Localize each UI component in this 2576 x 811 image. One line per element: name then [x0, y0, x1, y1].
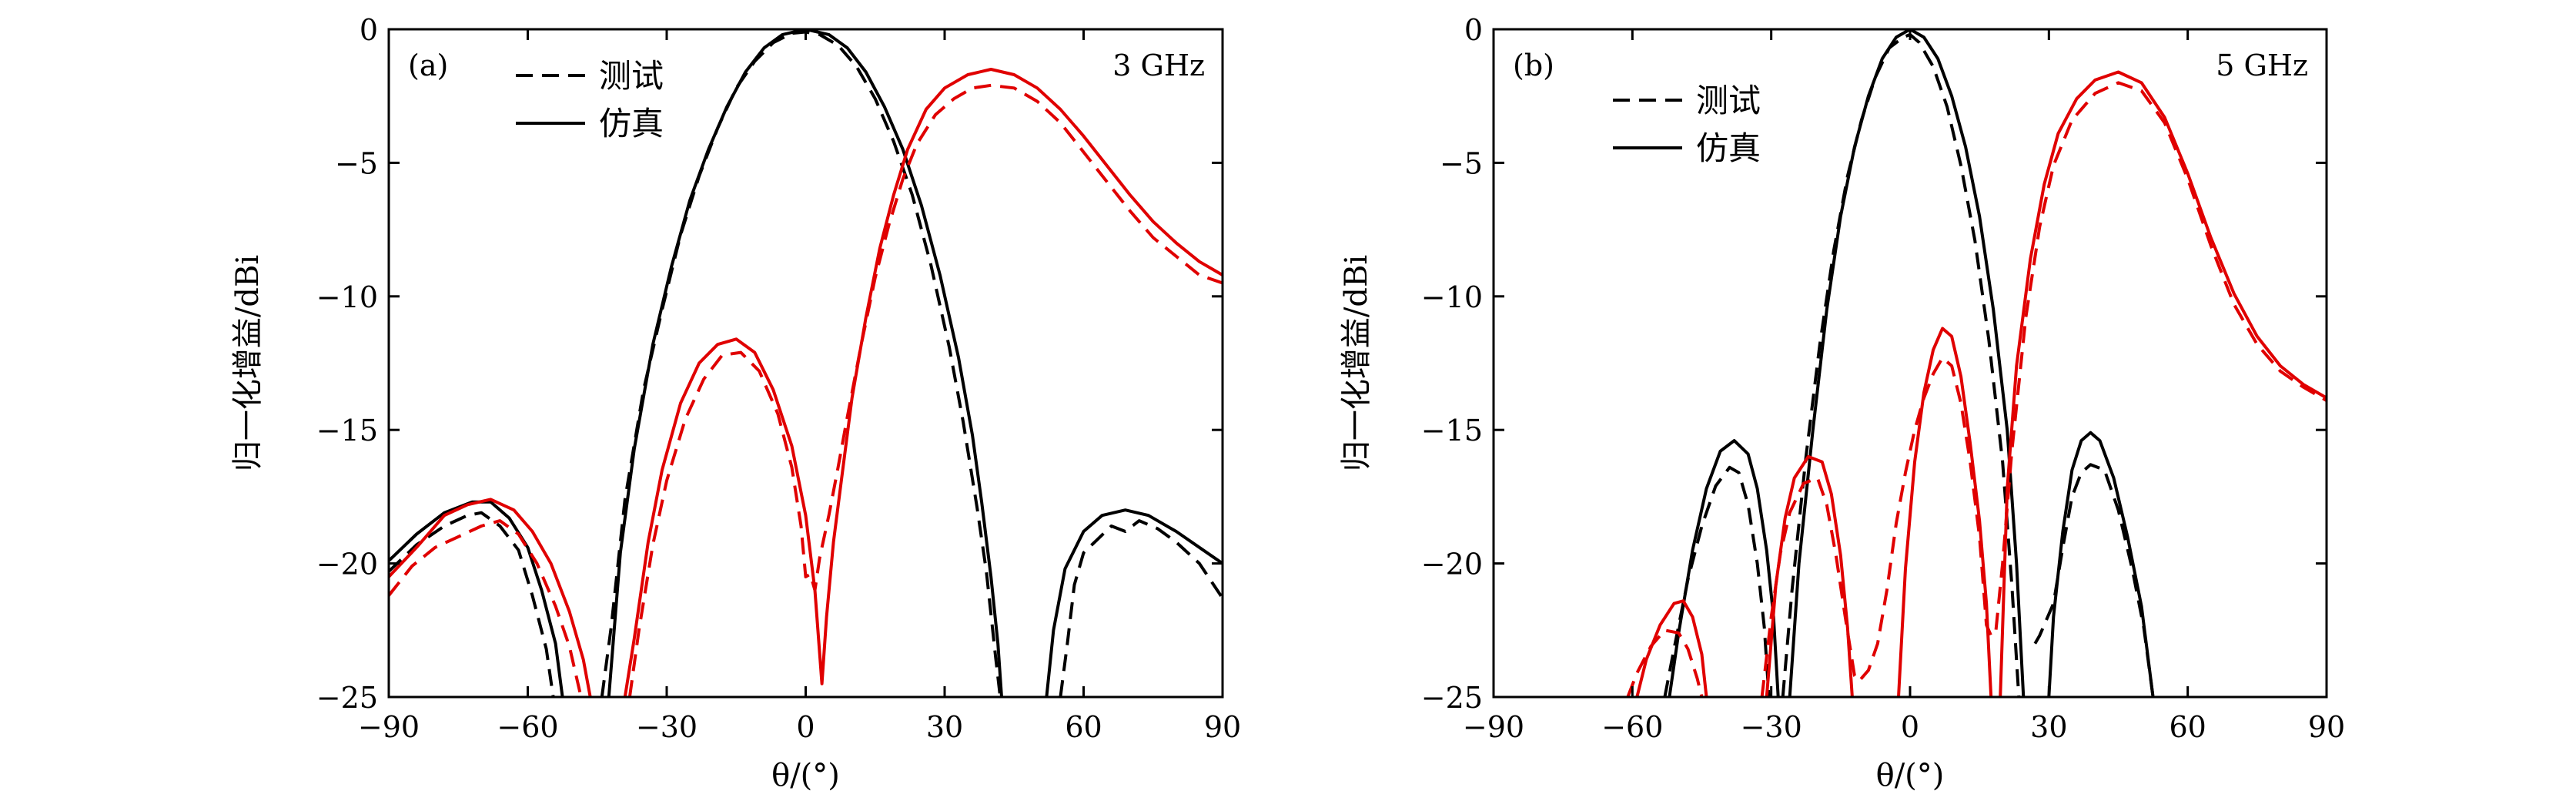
y-tick-label: −5: [1440, 146, 1483, 180]
x-tick-label: 90: [2308, 710, 2345, 744]
x-axis-title: θ/(°): [771, 758, 840, 793]
series-group: [1626, 29, 2327, 697]
y-tick-label: −15: [316, 414, 378, 447]
y-axis-title: 归一化增益/dBi: [1339, 255, 1374, 471]
frequency-label: 3 GHz: [1112, 49, 1205, 82]
x-axis-title: θ/(°): [1876, 758, 1945, 793]
x-tick-label: −60: [497, 710, 558, 744]
y-axis-title: 归一化增益/dBi: [230, 255, 266, 471]
x-tick-label: −30: [1741, 710, 1802, 744]
x-tick-label: 90: [1204, 710, 1241, 744]
y-tick-label: −15: [1421, 414, 1483, 447]
x-tick-label: 30: [926, 710, 963, 744]
y-tick-label: −10: [1421, 280, 1483, 314]
y-tick-label: −25: [316, 681, 378, 715]
x-tick-label: 0: [1901, 710, 1919, 744]
y-tick-label: −20: [1421, 548, 1483, 581]
series-line-red-solid: [1635, 70, 2327, 697]
y-tick-label: −20: [316, 548, 378, 581]
chart-panel-b: −90 −60 −30 0 30 60 90 0 −5 −10 −15 −20 −25 θ/(°) 归一化增…: [1339, 13, 2345, 793]
x-tick-label: 30: [2030, 710, 2067, 744]
series-line-black-dashed: [1663, 32, 2155, 697]
series-group: [389, 29, 1223, 697]
x-tick-label: −60: [1601, 710, 1663, 744]
y-tick-label: 0: [360, 13, 378, 47]
x-tick-label: 0: [796, 710, 815, 744]
series-line-black-dashed: [389, 30, 1223, 697]
y-tick-label: −10: [316, 280, 378, 314]
y-tick-label: 0: [1464, 13, 1483, 47]
series-line-black-solid: [389, 29, 1223, 697]
series-line-red-dashed: [389, 83, 1223, 697]
panel-label: (a): [408, 49, 448, 82]
panel-label: (b): [1513, 49, 1554, 82]
x-tick-label: −90: [1463, 710, 1524, 744]
x-tick-label: −30: [636, 710, 698, 744]
y-tick-label: −5: [335, 146, 378, 180]
x-tick-label: 60: [2169, 710, 2206, 744]
legend-label: 仿真: [599, 105, 664, 142]
legend-label: 测试: [599, 57, 664, 95]
frequency-label: 5 GHz: [2216, 49, 2308, 82]
y-tick-label: −25: [1421, 681, 1483, 715]
plot-frame: [1492, 28, 2328, 699]
x-tick-label: −90: [358, 710, 420, 744]
legend-label: 仿真: [1696, 129, 1761, 167]
series-line-red-solid: [389, 68, 1223, 697]
x-tick-label: 60: [1065, 710, 1102, 744]
plot-frame: [387, 28, 1224, 699]
chart-panel-a: −90 −60 −30 0 30 60 90 0 −5 −10 −15 −20 −25 θ/(°) 归一化增…: [230, 13, 1241, 793]
legend-label: 测试: [1696, 82, 1761, 119]
series-line-red-dashed: [1626, 81, 2327, 697]
